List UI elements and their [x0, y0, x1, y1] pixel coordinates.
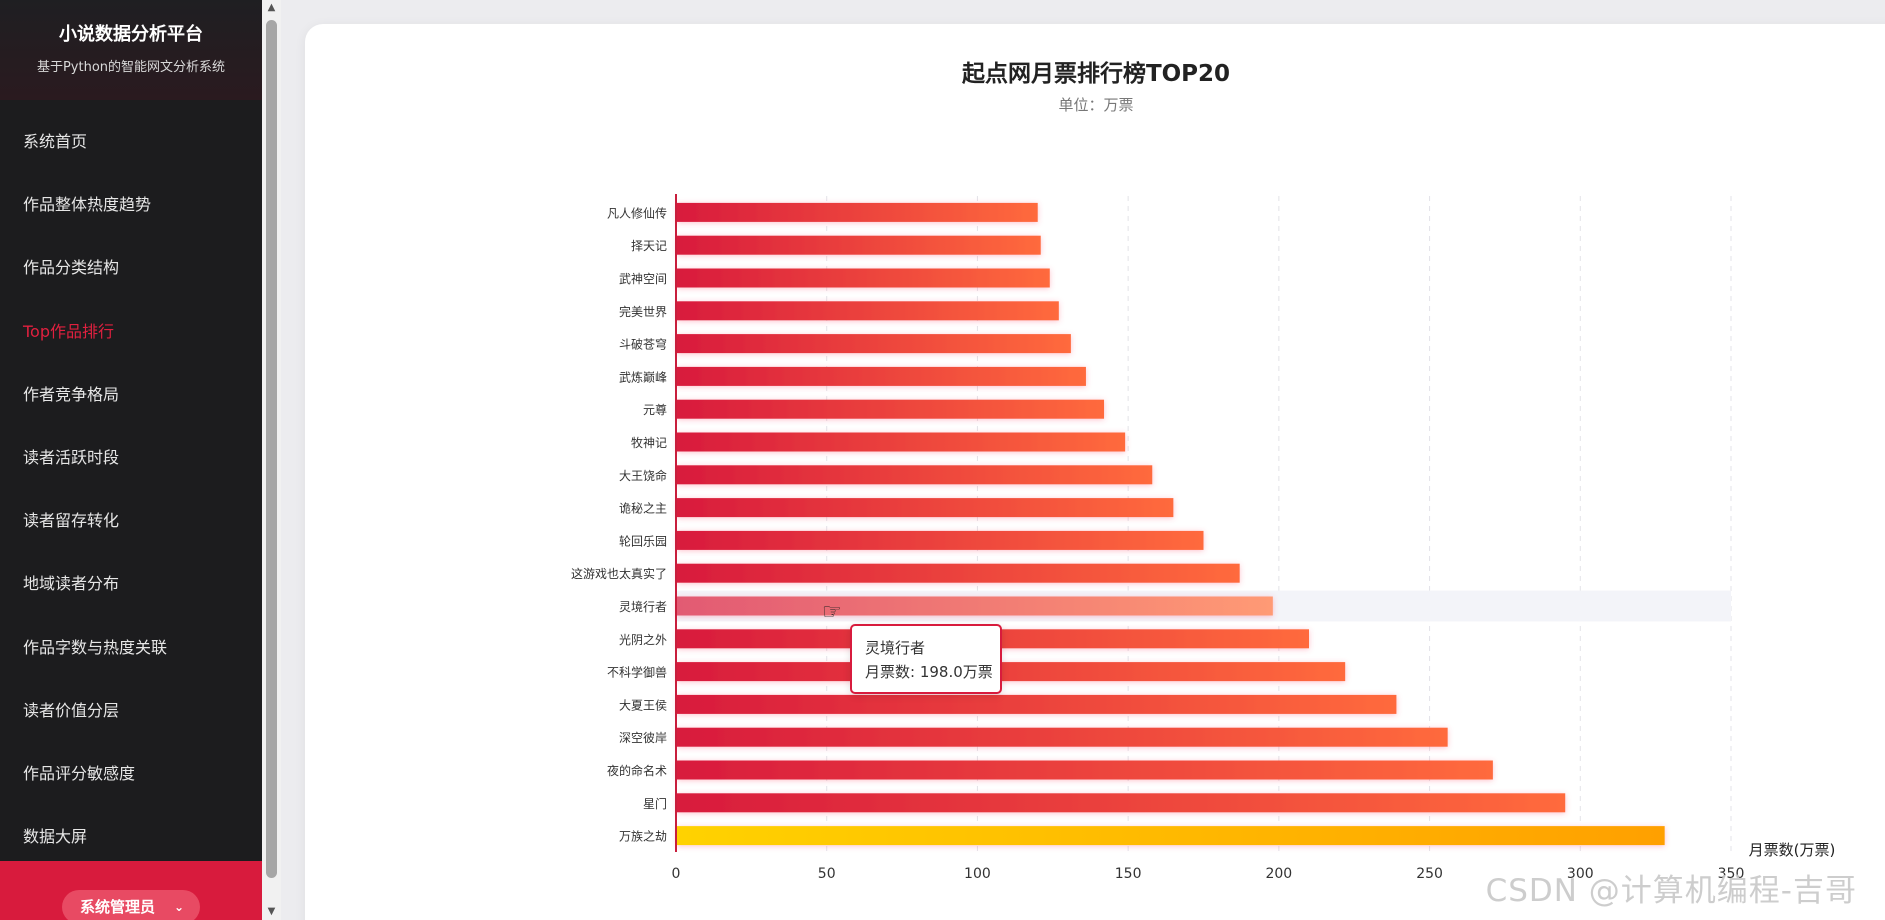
sidebar-item-top-ranking[interactable]: Top作品排行: [23, 321, 115, 341]
y-tick-label: 大夏王侯: [619, 698, 667, 712]
bar-17[interactable]: [677, 727, 1448, 747]
y-tick-label: 凡人修仙传: [607, 205, 667, 220]
hand-pointer-icon: ☞: [822, 600, 842, 625]
y-tick-label: 光阴之外: [619, 633, 667, 647]
bar-18[interactable]: [677, 760, 1493, 780]
y-tick-label: 万族之劫: [619, 830, 667, 844]
x-tick-label: 50: [818, 866, 836, 882]
x-tick-label: 300: [1567, 866, 1594, 882]
sidebar-item-category-structure[interactable]: 作品分类结构: [23, 258, 120, 278]
y-tick-label: 完美世界: [619, 304, 667, 319]
bar-19[interactable]: [677, 793, 1566, 813]
y-tick-label: 武炼巅峰: [619, 369, 667, 384]
chart-subtitle: 单位：万票: [1058, 96, 1133, 114]
sidebar-item-wordcount-correlation[interactable]: 作品字数与热度关联: [23, 637, 168, 657]
x-tick-label: 0: [672, 866, 681, 882]
y-tick-label: 诡秘之主: [619, 502, 667, 516]
x-tick-label: 150: [1115, 866, 1142, 882]
watermark-text: CSDN @计算机编程-吉哥: [1485, 873, 1857, 909]
x-tick-label: 250: [1416, 866, 1443, 882]
chart-title: 起点网月票排行榜TOP20: [962, 60, 1230, 87]
tooltip-value: 月票数: 198.0万票: [865, 663, 993, 681]
y-tick-label: 大王饶命: [619, 468, 667, 483]
chevron-down-icon: ⌄: [173, 900, 184, 914]
bar-7[interactable]: [677, 399, 1105, 419]
y-tick-label: 择天记: [631, 239, 667, 253]
scroll-up-arrow-icon[interactable]: ▲: [267, 2, 276, 13]
app-subtitle: 基于Python的智能网文分析系统: [36, 60, 226, 75]
x-tick-label: 100: [964, 866, 991, 882]
y-tick-label: 轮回乐园: [619, 534, 667, 548]
x-axis-label: 月票数(万票): [1749, 841, 1836, 859]
user-menu-label: 系统管理员: [80, 898, 156, 916]
bar-15[interactable]: [677, 662, 1346, 682]
y-tick-label: 这游戏也太真实了: [571, 566, 667, 581]
y-tick-label: 灵境行者: [619, 599, 667, 614]
y-tick-label: 夜的命名术: [607, 763, 667, 778]
sidebar-item-reader-retention[interactable]: 读者留存转化: [23, 511, 120, 531]
bar-3[interactable]: [677, 268, 1050, 288]
x-tick-label: 350: [1718, 866, 1745, 882]
y-tick-label: 武神空间: [619, 272, 667, 286]
bar-20[interactable]: [677, 826, 1665, 846]
bar-12[interactable]: [677, 563, 1240, 583]
x-tick-label: 200: [1265, 866, 1292, 882]
bar-1[interactable]: [677, 202, 1038, 222]
sidebar: 小说数据分析平台 基于Python的智能网文分析系统 系统首页 作品整体热度趋势…: [0, 0, 262, 920]
app-title: 小说数据分析平台: [59, 24, 203, 45]
sidebar-item-reader-active-time[interactable]: 读者活跃时段: [23, 447, 120, 467]
user-menu-button[interactable]: 系统管理员 ⌄: [62, 890, 200, 920]
sidebar-item-heat-trend[interactable]: 作品整体热度趋势: [23, 195, 152, 215]
brand-header: 小说数据分析平台 基于Python的智能网文分析系统: [0, 0, 262, 100]
user-bar: 系统管理员 ⌄: [0, 861, 262, 920]
bar-10[interactable]: [677, 498, 1174, 518]
tooltip-title: 灵境行者: [865, 639, 926, 657]
bar-2[interactable]: [677, 235, 1041, 255]
bar-5[interactable]: [677, 334, 1071, 354]
y-tick-label: 深空彼岸: [619, 731, 667, 745]
sidebar-item-rating-sensitivity[interactable]: 作品评分敏感度: [23, 763, 136, 783]
y-tick-label: 元尊: [643, 402, 667, 417]
sidebar-item-region-distribution[interactable]: 地域读者分布: [23, 574, 120, 594]
bar-4[interactable]: [677, 301, 1059, 321]
sidebar-item-home[interactable]: 系统首页: [23, 132, 88, 151]
bar-13[interactable]: [677, 596, 1273, 616]
bar-16[interactable]: [677, 694, 1397, 714]
bar-6[interactable]: [677, 366, 1086, 386]
sidebar-item-reader-value[interactable]: 读者价值分层: [23, 700, 120, 720]
y-tick-label: 斗破苍穹: [619, 337, 667, 352]
bar-8[interactable]: [677, 432, 1126, 452]
y-tick-label: 星门: [643, 796, 667, 811]
y-tick-label: 牧神记: [631, 436, 667, 450]
scroll-thumb[interactable]: [266, 20, 277, 878]
bar-11[interactable]: [677, 530, 1204, 550]
sidebar-scrollbar[interactable]: ▲ ▼: [262, 0, 281, 920]
y-tick-label: 不科学御兽: [607, 665, 667, 680]
sidebar-item-dashboard[interactable]: 数据大屏: [23, 827, 88, 847]
sidebar-nav: 系统首页 作品整体热度趋势 作品分类结构 Top作品排行 作者竞争格局 读者活跃…: [0, 110, 262, 868]
chart-tooltip: 灵境行者 月票数: 198.0万票: [850, 624, 1002, 694]
sidebar-item-author-competition[interactable]: 作者竞争格局: [23, 384, 120, 404]
scroll-down-arrow-icon[interactable]: ▼: [267, 906, 276, 917]
bar-9[interactable]: [677, 465, 1153, 485]
